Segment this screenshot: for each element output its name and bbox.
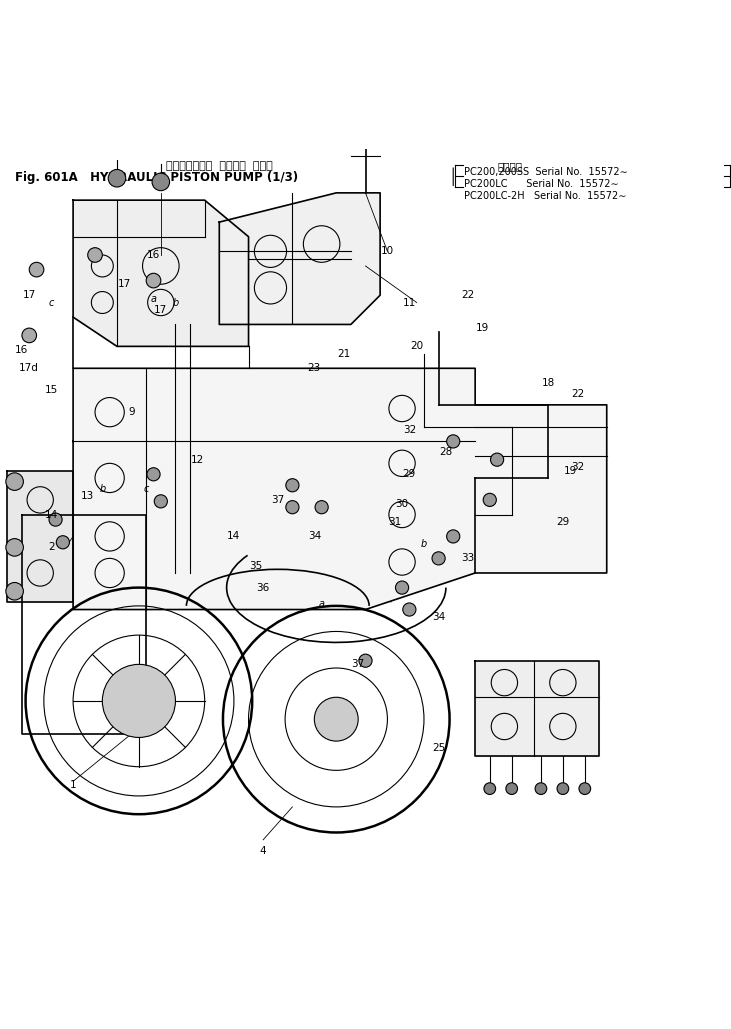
- Text: 20: 20: [410, 342, 423, 351]
- Text: 14: 14: [227, 531, 240, 541]
- Text: 37: 37: [352, 660, 365, 669]
- Text: 22: 22: [461, 290, 474, 300]
- Text: ハイドロリック  ピストン  ポンプ: ハイドロリック ピストン ポンプ: [166, 162, 273, 172]
- Polygon shape: [73, 201, 249, 347]
- Text: 18: 18: [542, 378, 555, 388]
- Text: 29: 29: [556, 517, 569, 527]
- Circle shape: [6, 582, 23, 600]
- Text: 17: 17: [154, 305, 167, 315]
- Circle shape: [447, 435, 460, 448]
- Text: c: c: [143, 484, 149, 494]
- Text: c: c: [48, 297, 54, 308]
- Text: 32: 32: [403, 425, 416, 435]
- Text: 16: 16: [147, 250, 160, 260]
- Circle shape: [154, 495, 167, 508]
- Text: b: b: [421, 539, 427, 548]
- Circle shape: [359, 654, 372, 667]
- Text: 32: 32: [571, 462, 584, 472]
- Text: 34: 34: [432, 612, 445, 622]
- Text: Fig. 601A   HYDRAULIC PISTON PUMP (1/3): Fig. 601A HYDRAULIC PISTON PUMP (1/3): [15, 171, 298, 184]
- Circle shape: [102, 665, 175, 738]
- Text: 17d: 17d: [19, 363, 39, 374]
- Text: PC200,200SS  Serial No.  15572∼: PC200,200SS Serial No. 15572∼: [464, 168, 628, 177]
- Circle shape: [6, 473, 23, 491]
- Text: 28: 28: [439, 448, 452, 457]
- Circle shape: [314, 698, 358, 741]
- Circle shape: [146, 274, 161, 288]
- Text: 12: 12: [191, 455, 204, 465]
- Circle shape: [286, 501, 299, 513]
- Text: 17: 17: [23, 290, 36, 300]
- Polygon shape: [475, 661, 599, 755]
- Text: 14: 14: [45, 509, 58, 520]
- Circle shape: [56, 536, 69, 548]
- Text: 30: 30: [395, 498, 409, 508]
- Text: 22: 22: [571, 389, 584, 399]
- Text: b: b: [99, 484, 105, 494]
- Text: 37: 37: [271, 495, 284, 505]
- Circle shape: [286, 478, 299, 492]
- Circle shape: [6, 538, 23, 556]
- Circle shape: [147, 468, 160, 481]
- Polygon shape: [73, 368, 607, 609]
- Text: 19: 19: [476, 323, 489, 333]
- Text: 13: 13: [81, 491, 94, 501]
- Polygon shape: [219, 192, 380, 324]
- Text: 1: 1: [69, 780, 77, 790]
- Circle shape: [484, 783, 496, 794]
- Text: 34: 34: [308, 531, 321, 541]
- Text: 31: 31: [388, 517, 401, 527]
- Text: 36: 36: [257, 582, 270, 593]
- Text: 15: 15: [45, 385, 58, 395]
- Text: 16: 16: [15, 345, 29, 355]
- Text: 2: 2: [48, 542, 55, 553]
- Circle shape: [491, 453, 504, 466]
- Circle shape: [49, 513, 62, 526]
- Text: 9: 9: [128, 407, 135, 417]
- Circle shape: [506, 783, 518, 794]
- Text: 11: 11: [403, 297, 416, 308]
- Text: PC200LC-2H   Serial No.  15572∼: PC200LC-2H Serial No. 15572∼: [464, 190, 626, 201]
- Circle shape: [432, 552, 445, 565]
- Text: b: b: [173, 297, 178, 308]
- Circle shape: [108, 170, 126, 187]
- Text: 適用号機: 適用号機: [497, 162, 522, 172]
- Text: 25: 25: [432, 743, 445, 753]
- Polygon shape: [7, 470, 73, 602]
- Circle shape: [29, 262, 44, 277]
- Text: a: a: [151, 294, 156, 304]
- Circle shape: [395, 581, 409, 594]
- Circle shape: [447, 530, 460, 543]
- Text: 4: 4: [260, 846, 267, 856]
- Text: 33: 33: [461, 554, 474, 563]
- Circle shape: [315, 501, 328, 513]
- Text: 19: 19: [564, 466, 577, 475]
- Text: 21: 21: [337, 349, 350, 359]
- Text: 23: 23: [308, 363, 321, 374]
- Circle shape: [483, 493, 496, 506]
- Circle shape: [403, 603, 416, 616]
- Circle shape: [535, 783, 547, 794]
- Text: 35: 35: [249, 561, 262, 571]
- Text: 10: 10: [381, 246, 394, 256]
- Text: 29: 29: [403, 469, 416, 480]
- Circle shape: [152, 173, 170, 190]
- Circle shape: [88, 248, 102, 262]
- Text: a: a: [319, 599, 325, 609]
- Text: PC200LC      Serial No.  15572∼: PC200LC Serial No. 15572∼: [464, 179, 619, 189]
- Circle shape: [22, 328, 37, 343]
- Circle shape: [557, 783, 569, 794]
- Text: 17: 17: [118, 279, 131, 289]
- Circle shape: [579, 783, 591, 794]
